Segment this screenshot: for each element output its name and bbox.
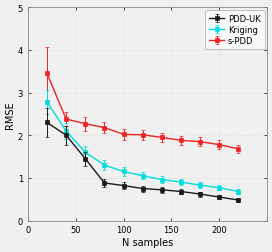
Legend: PDD-UK, Kriging, s-PDD: PDD-UK, Kriging, s-PDD	[205, 11, 265, 50]
X-axis label: N samples: N samples	[122, 237, 173, 247]
Y-axis label: RMSE: RMSE	[5, 101, 15, 128]
